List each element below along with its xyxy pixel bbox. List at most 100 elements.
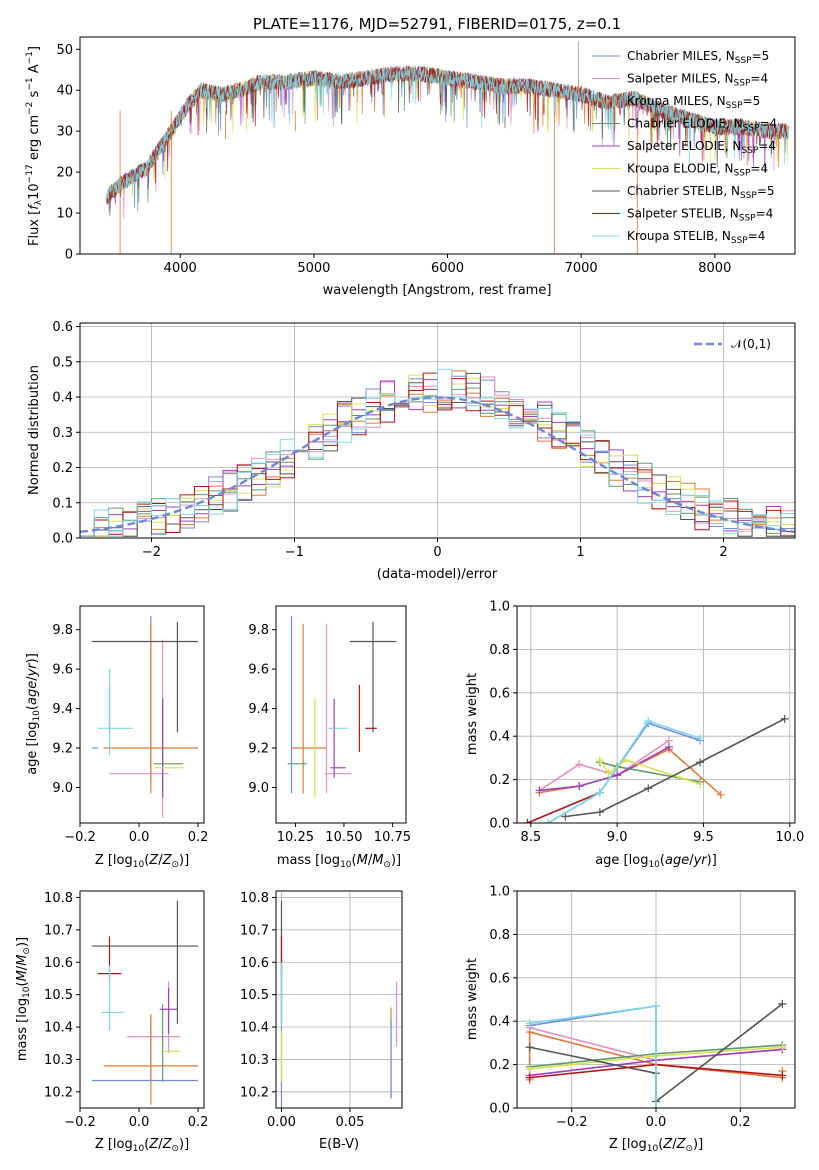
x-tick-label: 10.0 [775,830,804,845]
x-tick-label: −0.2 [64,1115,96,1130]
x-tick-label: 9.5 [693,830,714,845]
normal-reference-curve [80,396,795,534]
y-tick-label: 20 [56,166,73,181]
series-marker [696,734,705,743]
x-axis-label: Z [log10(Z/Z⊙)] [609,1137,703,1154]
series-marker [595,756,604,765]
x-tick-label: 0.2 [188,830,209,845]
series-marker [778,1043,787,1052]
series-line [565,718,786,818]
y-tick-label: 9.6 [248,663,269,678]
y-tick-label: 10.4 [240,1021,269,1036]
x-tick-label: 8.5 [520,830,541,845]
legend-label: Salpeter STELIB, NSSP=4 [627,207,773,224]
axes-frame [275,890,403,1109]
histogram-step [80,368,795,537]
y-tick-label: 40 [56,84,73,99]
y-tick-label: 0.2 [489,773,510,788]
axes-frame [275,605,407,824]
series-marker [535,786,544,795]
series-marker [664,743,673,752]
y-tick-label: 0.4 [489,1015,510,1030]
x-tick-label: 0.2 [730,1115,751,1130]
series-marker [780,714,789,723]
y-tick-label: 0.1 [52,496,73,511]
x-tick-label: 0 [433,545,441,560]
x-tick-label: −0.2 [556,1115,588,1130]
x-tick-label: −1 [285,545,304,560]
age_vs_mass-axes: 10.25 10.50 10.75 9.0 9.2 9.4 9.6 9.8 [248,605,411,845]
series-marker [525,1073,534,1082]
y-tick-label: 0.2 [489,1058,510,1073]
y-tick-label: 0.0 [489,817,510,832]
series-marker [604,769,613,778]
y-tick-label: 30 [56,125,73,140]
y-tick-label: 10.5 [240,988,269,1003]
x-tick-label: 6000 [431,261,464,276]
spectrum-line [106,65,789,202]
axes-frame [79,36,796,255]
x-tick-label: 4000 [164,261,197,276]
y-tick-label: 0 [65,248,73,263]
spectrum-plot [106,41,789,254]
x-tick-label: 1 [576,545,584,560]
age_vs_Z-axes: −0.2 0.0 0.2 9.0 9.2 9.4 9.6 9.8 [52,605,209,845]
series-marker [575,760,584,769]
y-tick-label: 10 [56,207,73,222]
series-marker [716,790,725,799]
axes-frame [79,890,205,1109]
y-tick-label: 9.6 [52,663,73,678]
y-tick-label: 0.2 [52,461,73,476]
series-marker [525,1028,534,1037]
spectrum-axes: 4000 5000 6000 7000 8000 0 10 20 30 40 50 [56,36,796,276]
series-marker [575,782,584,791]
y-tick-label: 9.0 [248,781,269,796]
x-tick-label: 2 [719,545,727,560]
y-tick-label: 0.0 [489,1102,510,1117]
y-tick-label: 0.3 [52,426,73,441]
series-marker [523,819,532,823]
x-tick-label: −2 [142,545,161,560]
residuals-plot [80,323,795,538]
x-axis-label: (data-model)/error [377,567,498,582]
mass_vs_ebv-plot [276,891,402,1108]
series-marker [621,756,630,765]
y-tick-label: 10.5 [44,988,73,1003]
y-tick-label: 9.8 [52,623,73,638]
series-marker [652,1104,660,1108]
weight_vs_age-plot [517,606,795,823]
x-axis-label: wavelength [Angstrom, rest frame] [323,283,552,298]
series-marker [613,771,622,780]
y-tick-label: 9.4 [248,702,269,717]
series-line [547,720,701,823]
series-marker [561,812,570,821]
series-marker [644,717,653,726]
x-tick-label: −0.2 [64,830,96,845]
y-tick-label: 10.6 [240,956,269,971]
y-tick-label: 0.6 [489,686,510,701]
y-tick-label: 9.8 [248,623,269,638]
y-tick-label: 10.7 [44,923,73,938]
y-tick-label: 10.8 [240,891,269,906]
x-axis-label: mass [log10(M/M⊙)] [277,853,401,870]
x-tick-label: 10.50 [325,830,362,845]
y-tick-label: 10.3 [44,1053,73,1068]
age_vs_Z-plot [91,615,199,818]
y-tick-label: 50 [56,43,73,58]
axes-frame [516,605,796,824]
x-tick-label: 0.00 [267,1115,296,1130]
mass_vs_Z-axes: −0.2 0.0 0.2 10.2 10.3 10.4 10.5 10.6 10.7 10.8 [44,890,208,1130]
residuals-axes: −2 −1 0 1 2 0.0 0.1 0.2 0.3 0.4 0.5 0.6 [52,320,796,560]
y-tick-label: 0.4 [52,391,73,406]
weight_vs_age-axes: 8.5 9.0 9.5 10.0 0.0 0.2 0.4 0.6 0.8 1.0 [489,600,804,846]
y-tick-label: 10.3 [240,1053,269,1068]
series-line [539,746,670,792]
y-tick-label: 9.4 [52,702,73,717]
x-axis-label: Z [log10(Z/Z⊙)] [95,1137,189,1154]
series-line [527,791,601,823]
y-tick-label: 10.2 [44,1085,73,1100]
y-tick-label: 9.2 [52,742,73,757]
legend-label: Kroupa ELODIE, NSSP=4 [627,162,768,179]
y-tick-label: 0.6 [489,971,510,986]
